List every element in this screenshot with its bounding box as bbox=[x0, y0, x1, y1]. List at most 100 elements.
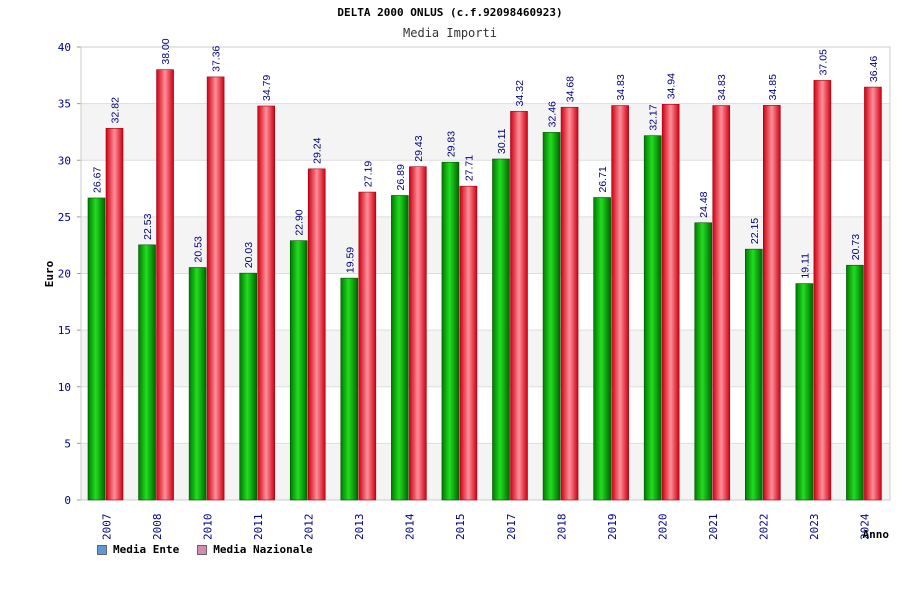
data-label-ente-2007: 26.67 bbox=[92, 167, 104, 193]
data-label-ente-2023: 19.11 bbox=[799, 253, 811, 279]
y-axis-label: Euro bbox=[43, 260, 56, 287]
bar-nazionale-2012 bbox=[307, 168, 326, 501]
bar-ente-2022 bbox=[745, 248, 763, 501]
bar-nazionale-2007 bbox=[105, 128, 124, 501]
legend-item-nazionale: Media Nazionale bbox=[197, 543, 313, 556]
data-label-nazionale-2010: 37.36 bbox=[211, 45, 223, 71]
y-tick-label: 20 bbox=[58, 268, 71, 281]
data-label-nazionale-2018: 34.68 bbox=[565, 76, 577, 102]
y-tick-label: 15 bbox=[58, 324, 71, 337]
x-tick-label-2020: 2020 bbox=[656, 514, 669, 541]
data-label-ente-2015: 29.83 bbox=[445, 131, 457, 157]
data-label-nazionale-2012: 29.24 bbox=[312, 137, 324, 163]
x-tick-label-2014: 2014 bbox=[404, 513, 417, 540]
y-tick-label: 5 bbox=[64, 437, 71, 450]
legend-label-nazionale: Media Nazionale bbox=[213, 543, 313, 556]
bar-nazionale-2020 bbox=[661, 104, 680, 501]
legend-label-ente: Media Ente bbox=[113, 543, 180, 556]
bar-nazionale-2024 bbox=[864, 86, 882, 501]
data-label-nazionale-2023: 37.05 bbox=[817, 49, 829, 75]
x-tick-label-2024: 2024 bbox=[859, 513, 872, 540]
bar-ente-2018 bbox=[542, 132, 561, 501]
x-tick-label-2012: 2012 bbox=[303, 514, 316, 541]
y-tick-label: 30 bbox=[58, 154, 71, 167]
x-tick-label-2013: 2013 bbox=[353, 514, 366, 541]
data-label-ente-2024: 20.73 bbox=[850, 234, 862, 260]
bar-ente-2008 bbox=[138, 244, 156, 501]
data-label-nazionale-2014: 29.43 bbox=[413, 135, 425, 161]
data-label-nazionale-2017: 34.32 bbox=[514, 80, 526, 106]
x-tick-label-2017: 2017 bbox=[505, 514, 518, 541]
bar-ente-2014 bbox=[391, 195, 409, 501]
legend: Media Ente Media Nazionale bbox=[97, 543, 313, 556]
bar-ente-2020 bbox=[643, 135, 662, 501]
y-tick-label: 0 bbox=[64, 494, 71, 507]
bar-ente-2015 bbox=[441, 161, 460, 501]
data-label-ente-2017: 30.11 bbox=[496, 128, 508, 154]
bar-nazionale-2017 bbox=[510, 111, 528, 501]
chart-title: DELTA 2000 ONLUS (c.f.92098460923) bbox=[337, 6, 563, 19]
x-tick-label-2011: 2011 bbox=[252, 514, 265, 541]
plot-frame bbox=[80, 46, 891, 501]
bar-ente-2023 bbox=[795, 283, 814, 501]
x-tick-label-2007: 2007 bbox=[100, 514, 113, 541]
data-label-nazionale-2019: 34.83 bbox=[615, 74, 627, 100]
data-label-nazionale-2024: 36.46 bbox=[868, 56, 880, 82]
bar-nazionale-2010 bbox=[206, 76, 225, 501]
bar-ente-2024 bbox=[846, 264, 864, 501]
x-tick-label-2021: 2021 bbox=[707, 514, 720, 541]
data-label-nazionale-2015: 27.71 bbox=[463, 155, 475, 181]
x-tick-label-2018: 2018 bbox=[555, 514, 568, 541]
data-label-ente-2019: 26.71 bbox=[597, 166, 609, 192]
bar-ente-2021 bbox=[694, 222, 713, 501]
data-label-nazionale-2007: 32.82 bbox=[110, 97, 122, 123]
legend-swatch-nazionale bbox=[197, 544, 208, 555]
x-tick-label-2023: 2023 bbox=[808, 514, 821, 541]
data-label-ente-2018: 32.46 bbox=[547, 101, 559, 127]
data-label-ente-2011: 20.03 bbox=[243, 242, 255, 268]
bar-ente-2019 bbox=[593, 197, 611, 501]
data-label-nazionale-2021: 34.83 bbox=[716, 74, 728, 100]
bar-nazionale-2019 bbox=[611, 105, 629, 501]
x-tick-label-2022: 2022 bbox=[758, 514, 771, 541]
bar-nazionale-2011 bbox=[257, 105, 275, 501]
bar-ente-2013 bbox=[340, 277, 359, 501]
data-label-ente-2022: 22.15 bbox=[749, 218, 761, 244]
data-label-ente-2013: 19.59 bbox=[344, 247, 356, 273]
x-tick-label-2010: 2010 bbox=[201, 514, 214, 541]
x-tick-label-2019: 2019 bbox=[606, 514, 619, 541]
x-axis-label: Anno bbox=[863, 528, 890, 541]
bar-nazionale-2022 bbox=[763, 105, 781, 501]
data-label-ente-2021: 24.48 bbox=[698, 191, 710, 217]
bar-nazionale-2014 bbox=[409, 166, 427, 501]
legend-swatch-ente bbox=[97, 544, 107, 555]
chart-subtitle: Media Importi bbox=[403, 26, 497, 40]
bar-nazionale-2015 bbox=[459, 185, 478, 501]
bar-ente-2011 bbox=[239, 272, 257, 501]
bar-ente-2017 bbox=[492, 158, 510, 501]
data-label-nazionale-2022: 34.85 bbox=[767, 74, 779, 100]
data-label-nazionale-2011: 34.79 bbox=[261, 75, 273, 101]
data-label-ente-2008: 22.53 bbox=[142, 213, 154, 239]
data-label-nazionale-2013: 27.19 bbox=[362, 161, 374, 187]
data-label-ente-2010: 20.53 bbox=[193, 236, 205, 262]
data-label-ente-2014: 26.89 bbox=[395, 164, 407, 190]
y-tick-label: 35 bbox=[58, 98, 71, 111]
y-tick-label: 40 bbox=[58, 41, 71, 54]
bar-ente-2010 bbox=[188, 267, 207, 501]
data-label-nazionale-2020: 34.94 bbox=[666, 73, 678, 99]
bar-nazionale-2021 bbox=[712, 105, 731, 501]
bar-nazionale-2013 bbox=[358, 191, 377, 501]
bar-ente-2012 bbox=[289, 240, 308, 501]
y-tick-label: 25 bbox=[58, 211, 71, 224]
data-label-nazionale-2008: 38.00 bbox=[160, 38, 172, 64]
x-tick-label-2015: 2015 bbox=[454, 514, 467, 541]
bar-nazionale-2008 bbox=[156, 69, 174, 501]
bar-ente-2007 bbox=[87, 197, 106, 501]
data-label-ente-2012: 22.90 bbox=[294, 209, 306, 235]
data-label-ente-2020: 32.17 bbox=[648, 104, 660, 130]
legend-item-ente: Media Ente bbox=[97, 543, 179, 556]
y-tick-label: 10 bbox=[58, 381, 71, 394]
bar-nazionale-2018 bbox=[560, 106, 579, 501]
